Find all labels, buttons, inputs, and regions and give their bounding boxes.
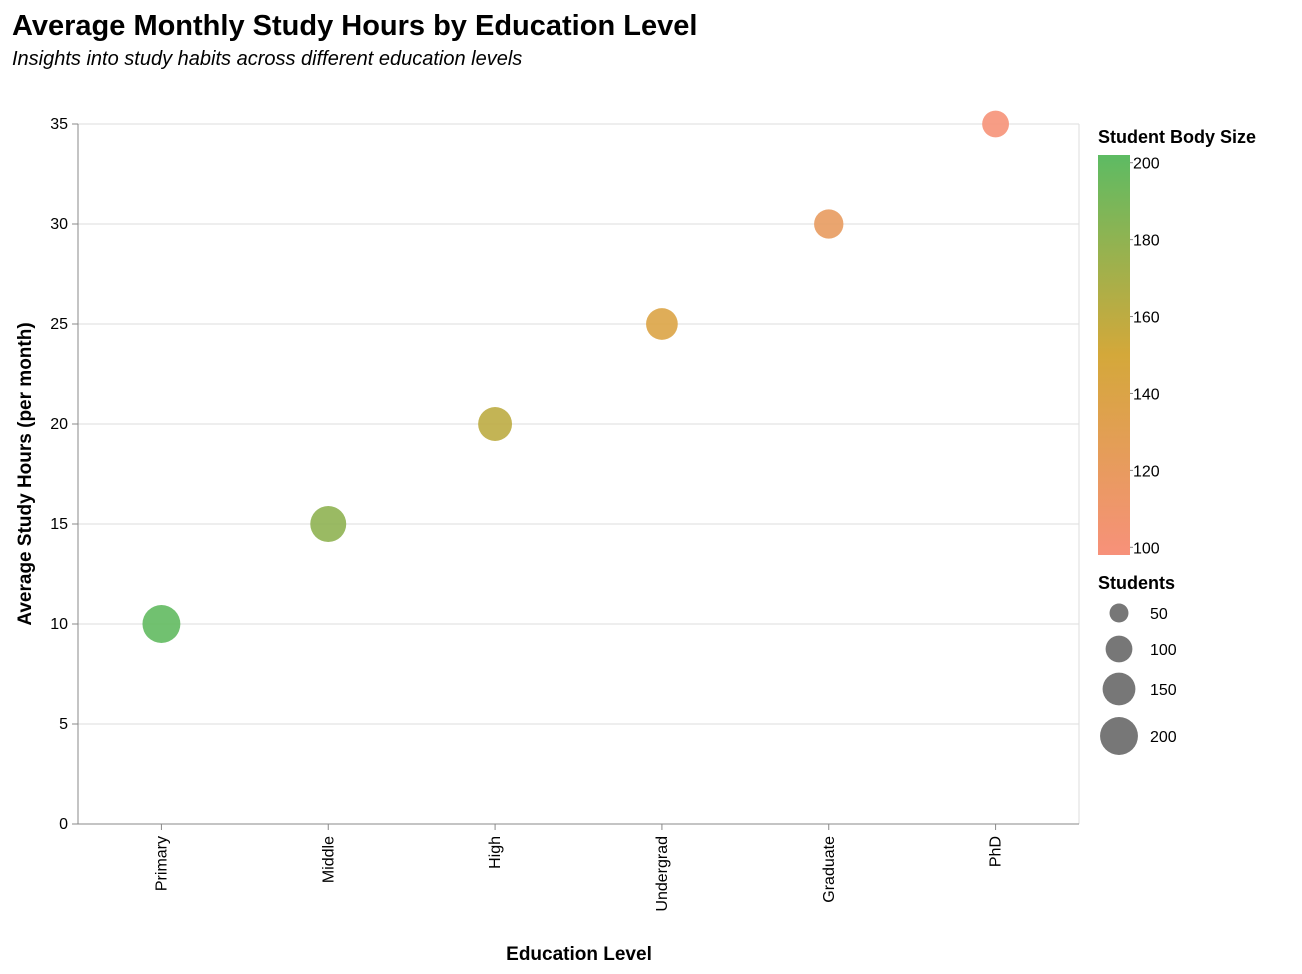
- size-legend-symbol: [1100, 717, 1138, 755]
- color-legend-label: 180: [1133, 233, 1160, 250]
- axes: 0 5 10 15 20 25 30 35 Primary Middle High Undergrad…: [50, 116, 1079, 912]
- y-tick-label: 35: [50, 116, 68, 133]
- grid: [78, 123, 1080, 824]
- size-legend-label: 200: [1150, 729, 1177, 746]
- color-legend: Student Body Size 100 120 140 160 180 200: [1098, 127, 1256, 557]
- color-legend-gradient: [1098, 155, 1130, 555]
- color-legend-label: 100: [1133, 540, 1160, 557]
- size-legend-symbol: [1109, 603, 1129, 623]
- color-legend-label: 160: [1133, 310, 1160, 327]
- size-legend-symbol: [1102, 672, 1136, 706]
- x-tick-label: PhD: [988, 836, 1005, 867]
- x-tick-label: Undergrad: [654, 836, 671, 912]
- data-points: [142, 110, 1009, 643]
- size-legend-symbol: [1105, 635, 1133, 663]
- data-point[interactable]: [478, 407, 513, 441]
- chart-title: Average Monthly Study Hours by Education…: [12, 10, 697, 42]
- size-legend-label: 50: [1150, 606, 1168, 623]
- y-tick-label: 30: [50, 216, 68, 233]
- data-point[interactable]: [982, 110, 1009, 138]
- color-legend-title: Student Body Size: [1098, 127, 1256, 147]
- size-legend-title: Students: [1098, 573, 1175, 593]
- y-tick-label: 5: [59, 716, 68, 733]
- y-tick-label: 0: [59, 816, 68, 833]
- chart-subtitle: Insights into study habits across differ…: [12, 48, 522, 70]
- color-legend-label: 120: [1133, 463, 1160, 480]
- color-legend-label: 140: [1133, 386, 1160, 403]
- x-tick-label: Graduate: [821, 836, 838, 903]
- x-tick-label: High: [487, 836, 504, 869]
- color-legend-label: 200: [1133, 156, 1160, 173]
- x-axis-title: Education Level: [506, 944, 652, 965]
- y-tick-label: 20: [50, 416, 68, 433]
- x-tick-label: Middle: [320, 836, 337, 883]
- size-legend-label: 150: [1150, 682, 1177, 699]
- data-point[interactable]: [814, 209, 844, 239]
- data-point[interactable]: [310, 506, 347, 542]
- x-tick-label: Primary: [153, 836, 170, 891]
- size-legend-label: 100: [1150, 642, 1177, 659]
- y-tick-label: 25: [50, 316, 68, 333]
- y-axis-title: Average Study Hours (per month): [15, 322, 36, 625]
- data-point[interactable]: [142, 605, 181, 643]
- y-tick-label: 15: [50, 516, 68, 533]
- size-legend: Students 50 100 150 200: [1098, 573, 1177, 755]
- data-point[interactable]: [646, 308, 678, 340]
- y-tick-label: 10: [50, 616, 68, 633]
